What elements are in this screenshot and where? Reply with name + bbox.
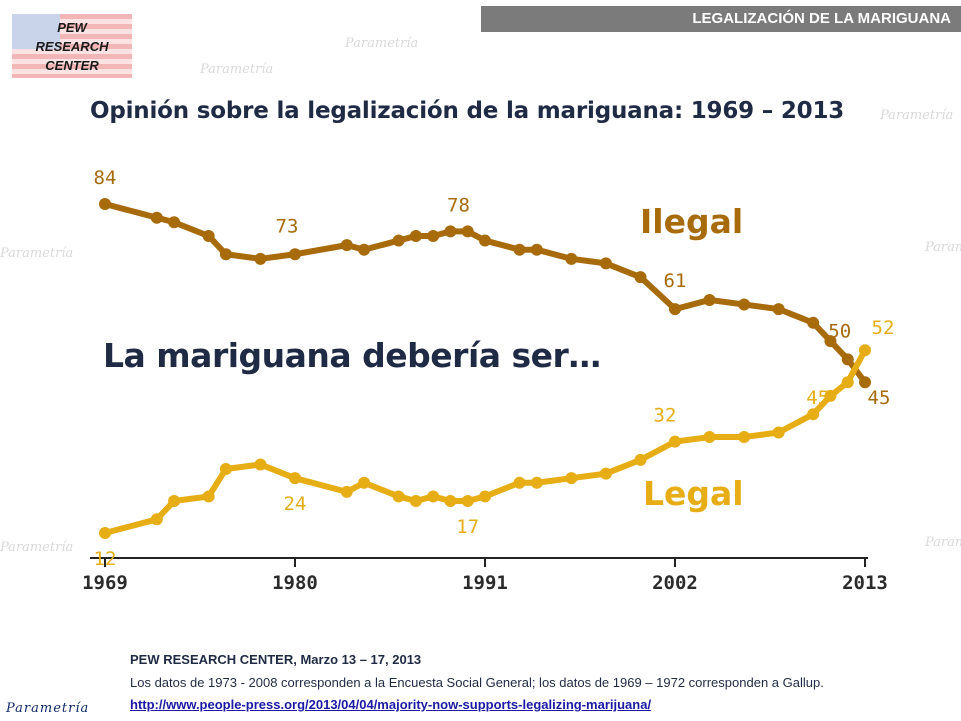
header-banner: LEGALIZACIÓN DE LA MARIGUANA bbox=[481, 6, 961, 32]
data-point-legal bbox=[392, 490, 405, 503]
data-point-legal bbox=[150, 513, 163, 526]
data-point-ilegal bbox=[289, 248, 301, 261]
data-point-ilegal bbox=[513, 243, 526, 256]
data-point-legal bbox=[479, 490, 491, 503]
parametria-brand: Parametría bbox=[0, 696, 126, 721]
data-point-ilegal bbox=[634, 271, 647, 284]
data-point-ilegal bbox=[219, 248, 232, 261]
pew-flag-logo bbox=[12, 14, 132, 78]
data-point-legal bbox=[409, 495, 422, 508]
x-tick-label: 1969 bbox=[82, 572, 128, 594]
data-point-ilegal bbox=[824, 335, 837, 348]
chart-title: Opinión sobre la legalización de la mari… bbox=[90, 98, 845, 124]
data-point-legal bbox=[669, 435, 681, 448]
data-point-legal bbox=[807, 408, 820, 421]
series-lines bbox=[99, 198, 871, 539]
data-point-legal bbox=[530, 476, 543, 489]
source-link-wrap: http://www.people-press.org/2013/04/04/m… bbox=[130, 697, 651, 712]
data-point-ilegal bbox=[807, 316, 820, 329]
data-point-ilegal bbox=[444, 225, 457, 238]
data-label-ilegal: 45 bbox=[868, 387, 891, 409]
legend-ilegal: Ilegal bbox=[640, 202, 744, 241]
data-point-legal bbox=[444, 495, 457, 508]
data-label-ilegal: 61 bbox=[664, 270, 687, 292]
data-point-ilegal bbox=[565, 252, 578, 265]
data-point-legal bbox=[634, 453, 647, 466]
data-point-ilegal bbox=[409, 229, 422, 242]
data-point-legal bbox=[599, 467, 612, 480]
watermark-text: Parametría bbox=[925, 535, 961, 550]
data-point-ilegal bbox=[392, 234, 405, 247]
data-point-ilegal bbox=[99, 198, 111, 210]
series-line-ilegal bbox=[102, 201, 868, 386]
data-point-legal bbox=[202, 490, 215, 503]
data-point-legal bbox=[824, 389, 837, 402]
data-point-ilegal bbox=[599, 257, 612, 270]
data-point-ilegal bbox=[254, 252, 267, 265]
data-point-legal bbox=[461, 495, 474, 508]
data-point-legal bbox=[168, 495, 181, 508]
data-point-ilegal bbox=[150, 211, 163, 224]
x-tick-label: 2002 bbox=[652, 572, 698, 594]
data-label-legal: 24 bbox=[284, 493, 307, 515]
data-point-legal bbox=[565, 472, 578, 485]
data-label-legal: 45 bbox=[806, 387, 829, 409]
banner-title: LEGALIZACIÓN DE LA MARIGUANA bbox=[692, 10, 951, 27]
watermark-text: Parametría bbox=[0, 246, 74, 261]
series-line-legal bbox=[102, 347, 868, 536]
data-point-ilegal bbox=[859, 376, 871, 389]
x-tick-label: 2013 bbox=[842, 572, 888, 594]
data-point-ilegal bbox=[738, 298, 751, 311]
watermark-text: Parametría bbox=[880, 108, 954, 123]
data-point-legal bbox=[841, 376, 854, 389]
data-point-ilegal bbox=[168, 216, 181, 229]
logo-text: PEW RESEARCH CENTER bbox=[35, 20, 109, 73]
data-point-legal bbox=[254, 458, 267, 471]
data-point-ilegal bbox=[772, 303, 785, 316]
x-tick-label: 1980 bbox=[272, 572, 318, 594]
data-label-ilegal: 78 bbox=[447, 194, 470, 216]
data-point-ilegal bbox=[358, 243, 371, 256]
data-point-legal bbox=[219, 463, 232, 476]
data-point-ilegal bbox=[530, 243, 543, 256]
data-label-legal: 17 bbox=[456, 516, 479, 538]
source-line: PEW RESEARCH CENTER, Marzo 13 – 17, 2013 bbox=[130, 652, 422, 667]
legend-legal: Legal bbox=[643, 474, 744, 513]
data-point-ilegal bbox=[703, 293, 716, 306]
chart-subtitle: La mariguana debería ser… bbox=[103, 336, 601, 375]
source-link[interactable]: http://www.people-press.org/2013/04/04/m… bbox=[130, 697, 652, 712]
data-point-legal bbox=[99, 527, 111, 539]
data-label-ilegal: 50 bbox=[828, 320, 851, 342]
data-label-ilegal: 73 bbox=[276, 215, 299, 237]
data-point-legal bbox=[772, 426, 785, 439]
data-point-legal bbox=[427, 490, 440, 503]
data-point-ilegal bbox=[841, 353, 854, 366]
data-point-ilegal bbox=[202, 229, 215, 242]
data-label-legal: 12 bbox=[94, 548, 117, 570]
data-label-ilegal: 84 bbox=[94, 167, 117, 189]
data-point-legal bbox=[859, 344, 871, 357]
data-point-ilegal bbox=[479, 234, 491, 247]
data-point-legal bbox=[703, 431, 716, 444]
data-point-legal bbox=[289, 472, 301, 485]
data-label-legal: 52 bbox=[872, 317, 895, 339]
data-point-ilegal bbox=[340, 239, 353, 252]
data-point-ilegal bbox=[669, 303, 681, 316]
data-point-legal bbox=[738, 431, 751, 444]
data-point-ilegal bbox=[461, 225, 474, 238]
data-labels: 84 73 78 61 50 45 12 24 17 32 45 52 bbox=[94, 167, 895, 570]
data-point-legal bbox=[358, 476, 371, 489]
data-point-legal bbox=[513, 476, 526, 489]
x-tick-label: 1991 bbox=[462, 572, 508, 594]
x-axis: 1969 1980 1991 2002 2013 bbox=[82, 557, 888, 594]
data-label-legal: 32 bbox=[654, 405, 677, 427]
watermark-text: Parametría bbox=[345, 36, 419, 51]
watermark-text: Parametría bbox=[0, 540, 74, 555]
data-note: Los datos de 1973 - 2008 corresponden a … bbox=[130, 675, 824, 690]
watermark-text: Parametría bbox=[200, 62, 274, 77]
watermark-text: Parametría bbox=[925, 240, 961, 255]
data-point-ilegal bbox=[427, 229, 440, 242]
data-point-legal bbox=[340, 485, 353, 498]
